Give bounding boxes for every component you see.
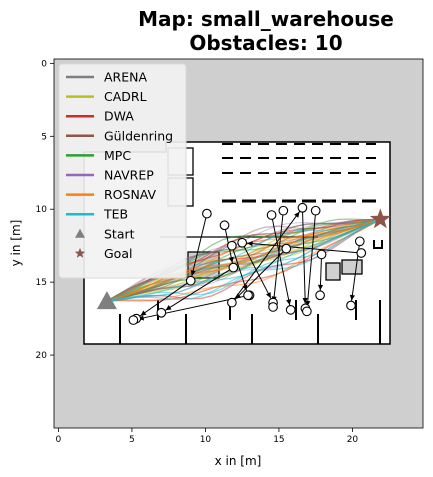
legend-label: ROSNAV [104, 187, 157, 202]
obstacle-circle [243, 290, 253, 301]
doorway-mark [373, 240, 383, 249]
y-tick-label: 20 [36, 351, 48, 361]
x-axis-label: x in [m] [215, 454, 262, 468]
obstacle-path [271, 214, 292, 310]
y-tick-label: 0 [41, 59, 47, 69]
arrow-head [349, 294, 355, 301]
legend-label: Start [104, 226, 135, 241]
y-tick-label: 5 [41, 132, 47, 142]
obstacle-path [190, 213, 208, 281]
obstacle-circle [268, 302, 278, 312]
obstacle-circle [346, 300, 356, 311]
arrow-head [294, 211, 300, 218]
legend: ARENA CADRL DWA Güldenring MPC NAVREP ROSNAV TE… [58, 63, 187, 279]
obstacle-path [241, 242, 274, 303]
legend-item: NAVREP [66, 168, 154, 183]
obstacle-circle [128, 315, 139, 325]
arrow-head [302, 297, 308, 304]
plot-frame [53, 58, 424, 429]
legend-label: Güldenring [104, 128, 173, 143]
legend-label: CADRL [104, 89, 147, 104]
obstacle-circle [237, 237, 248, 248]
obstacle-circle [302, 306, 312, 317]
arrow-head [247, 241, 253, 247]
arrow-head [228, 256, 234, 263]
legend-item: MPC [66, 148, 131, 163]
obstacle-circle [297, 202, 308, 213]
legend-label: ARENA [104, 70, 147, 85]
arrow-head [266, 292, 271, 299]
legend-item: ARENA [66, 70, 147, 85]
obstacle-path [231, 207, 303, 303]
obstacles [128, 202, 367, 325]
obstacle-path [161, 267, 234, 314]
obstacle-path [272, 210, 284, 307]
legend-swatch-star [74, 247, 86, 258]
obstacle-path [306, 210, 317, 312]
legend-label: DWA [104, 109, 134, 124]
obstacle-circle [266, 210, 277, 220]
obstacle-path [231, 248, 287, 303]
trajectory-line [106, 218, 381, 302]
legend-label: Goal [104, 246, 132, 261]
obstacle-circle [356, 248, 367, 258]
legend-item: Güldenring [66, 128, 173, 143]
x-tick-label: 0 [56, 435, 62, 445]
legend-item: DWA [66, 109, 134, 124]
obstacle-circle [316, 249, 327, 260]
obstacle-circle [315, 290, 325, 301]
trajectory-line [106, 218, 381, 302]
x-tick-label: 20 [347, 435, 359, 445]
obstacle-circle [285, 305, 296, 315]
chart-title-line2: Obstacles: 10 [189, 31, 342, 55]
arrow-head [286, 299, 292, 305]
obstacle-path [301, 207, 306, 309]
legend-item: ROSNAV [66, 187, 157, 202]
obstacle-circle [228, 262, 239, 273]
obstacle-path [136, 280, 192, 320]
start-marker [96, 291, 117, 310]
obstacle-circle [281, 243, 292, 254]
arrow-head [317, 284, 324, 291]
goal-marker [369, 208, 391, 229]
y-tick-label: 10 [36, 205, 48, 215]
legend-item: Start [75, 226, 135, 241]
obstacle-circle [227, 240, 237, 251]
legend-swatch-triangle [75, 228, 85, 238]
x-tick-label: 10 [200, 435, 212, 445]
obstacle-circle [354, 236, 365, 247]
y-axis-label: y in [m] [9, 220, 23, 267]
trajectory-line [106, 218, 381, 302]
obstacle-circle [227, 297, 237, 308]
legend-label: MPC [104, 148, 131, 163]
arrow-head [140, 310, 147, 316]
legend-box [58, 63, 187, 279]
legend-item: TEB [66, 207, 128, 222]
legend-label: NAVREP [104, 168, 154, 183]
legend-label: TEB [103, 207, 128, 222]
trajectory-line [106, 218, 381, 302]
obstacle-circle [219, 220, 230, 231]
trajectory-line [106, 218, 381, 302]
arrow-head [190, 270, 196, 276]
legend-item: CADRL [66, 89, 147, 104]
obstacle-circle [156, 307, 167, 318]
shelf-lines [222, 143, 376, 174]
obstacle-path [242, 242, 362, 254]
axis-ticks: 0 5 10 15 20 0 5 10 15 20 [36, 59, 359, 445]
legend-item: Goal [74, 246, 132, 261]
chart-title-line1: Map: small_warehouse [138, 7, 394, 31]
y-tick-label: 15 [36, 278, 47, 288]
obstacle-circle [310, 205, 321, 216]
obstacle-circle [202, 208, 212, 219]
x-tick-label: 5 [129, 435, 135, 445]
arrow-head [165, 305, 172, 311]
x-tick-label: 15 [273, 435, 284, 445]
obstacle-circle [185, 275, 196, 286]
trajectory-line [106, 218, 381, 302]
obstacle-circle [278, 205, 289, 216]
arrow-head [305, 300, 311, 307]
